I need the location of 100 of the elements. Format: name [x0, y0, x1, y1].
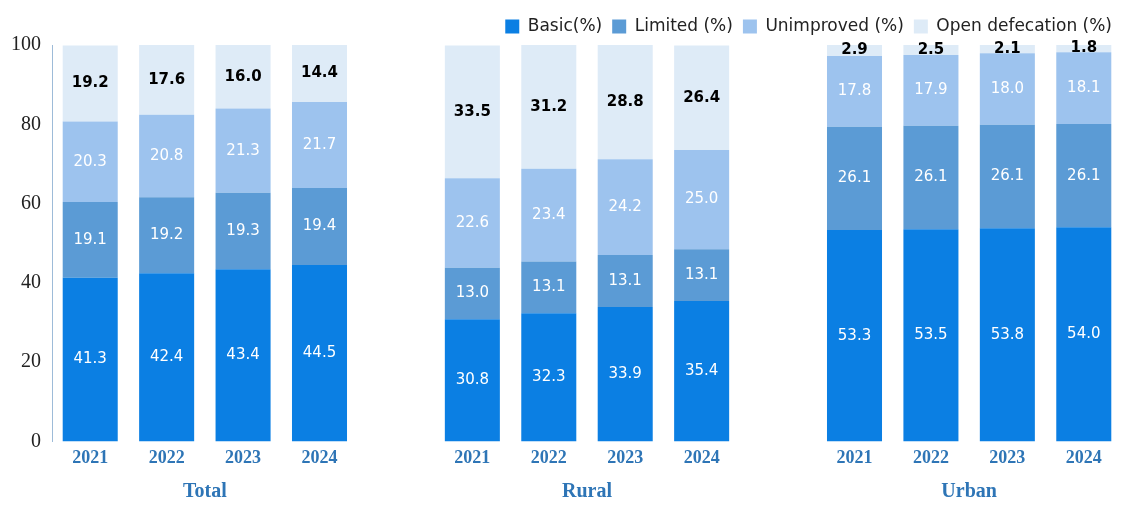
bar — [62, 201, 118, 278]
data-label: 13.1 — [608, 270, 642, 289]
bar — [597, 307, 653, 442]
x-tick-label: 2024 — [301, 446, 338, 467]
legend-label: Basic(%) — [527, 14, 603, 35]
bar — [674, 150, 730, 250]
data-label: 28.8 — [606, 91, 644, 110]
x-tick-label: 2024 — [1065, 446, 1102, 467]
data-label: 22.6 — [455, 212, 490, 231]
bar — [1056, 123, 1112, 228]
bar — [444, 45, 500, 179]
bar — [979, 124, 1035, 229]
data-label: 1.8 — [1070, 38, 1098, 57]
data-label: 26.4 — [683, 87, 721, 106]
data-label: 44.5 — [302, 343, 337, 362]
bar — [979, 228, 1035, 442]
bar — [444, 319, 500, 442]
x-tick-label: 2021 — [72, 446, 109, 467]
bar — [139, 197, 195, 274]
data-label: 26.1 — [837, 168, 872, 187]
data-label: 20.3 — [73, 151, 107, 170]
bar — [291, 188, 348, 265]
bar — [291, 45, 348, 103]
legend-label: Unimproved (%) — [765, 14, 904, 35]
data-label: 42.4 — [149, 347, 184, 366]
data-label: 53.5 — [914, 325, 948, 344]
bar — [521, 313, 577, 442]
data-label: 17.6 — [148, 69, 186, 88]
text: Rural — [562, 478, 613, 501]
data-label: 43.4 — [226, 345, 260, 364]
bar — [444, 178, 500, 268]
bar — [62, 277, 118, 442]
bar — [826, 126, 883, 231]
bar — [444, 267, 500, 320]
bar — [62, 45, 118, 122]
data-label: 21.3 — [226, 140, 260, 159]
data-label: 20.8 — [149, 145, 184, 164]
bar — [1056, 52, 1112, 124]
bar — [903, 54, 959, 126]
bar — [1056, 227, 1112, 442]
bar — [291, 265, 348, 442]
data-label: 17.9 — [914, 80, 948, 99]
data-label: 32.3 — [532, 367, 566, 386]
x-tick-label: 2021 — [454, 446, 491, 467]
data-label: 2.9 — [841, 40, 868, 59]
bar — [597, 45, 653, 160]
data-label: 16.0 — [224, 66, 262, 85]
x-tick-label: 2022 — [912, 446, 949, 467]
bar — [139, 273, 195, 442]
data-label: 23.4 — [532, 204, 566, 223]
x-tick-label: 2023 — [607, 446, 644, 467]
text: Total — [182, 478, 228, 501]
bar — [674, 249, 730, 302]
bar — [826, 230, 883, 442]
bar — [521, 45, 577, 169]
bar — [521, 261, 577, 314]
data-label: 13.1 — [532, 277, 566, 296]
data-label: 33.9 — [608, 364, 642, 383]
data-label: 2.5 — [917, 39, 945, 58]
data-label: 18.1 — [1067, 77, 1101, 96]
bar — [215, 192, 271, 270]
bar — [139, 45, 195, 115]
y-tick-label: 20 — [21, 349, 41, 372]
data-label: 19.3 — [226, 221, 260, 239]
data-label: 31.2 — [530, 96, 568, 115]
bar — [903, 125, 959, 230]
legend-label: Limited (%) — [634, 14, 733, 35]
y-tick-label: 0 — [31, 428, 41, 451]
bar — [521, 168, 577, 262]
x-tick-label: 2023 — [989, 446, 1026, 467]
bar — [674, 301, 730, 442]
data-label: 25.0 — [684, 189, 719, 208]
bar — [215, 45, 271, 109]
data-label: 41.3 — [73, 349, 107, 368]
legend-label: Open defecation (%) — [936, 14, 1112, 35]
data-label: 19.2 — [149, 225, 184, 244]
bar — [139, 114, 195, 198]
y-tick-label: 40 — [21, 270, 41, 293]
data-label: 2.1 — [994, 39, 1021, 58]
y-tick-label: 80 — [21, 111, 41, 134]
bar — [597, 159, 653, 256]
bar — [215, 269, 271, 442]
data-label: 19.1 — [73, 229, 107, 248]
bar — [903, 229, 959, 442]
bar — [62, 121, 118, 202]
bar — [291, 102, 348, 189]
data-label: 54.0 — [1067, 324, 1101, 343]
y-tick-label: 100 — [11, 32, 41, 55]
data-label: 14.4 — [300, 63, 339, 82]
bar — [826, 56, 883, 127]
x-tick-label: 2023 — [225, 446, 262, 467]
x-tick-label: 2021 — [836, 446, 873, 467]
x-tick-label: 2022 — [530, 446, 567, 467]
data-label: 24.2 — [608, 197, 642, 216]
y-tick-label: 60 — [21, 190, 41, 213]
data-label: 17.8 — [837, 81, 872, 100]
data-label: 26.1 — [914, 167, 948, 186]
data-label: 13.0 — [455, 283, 490, 302]
data-label: 33.5 — [453, 101, 491, 120]
data-label: 26.1 — [1067, 165, 1101, 184]
